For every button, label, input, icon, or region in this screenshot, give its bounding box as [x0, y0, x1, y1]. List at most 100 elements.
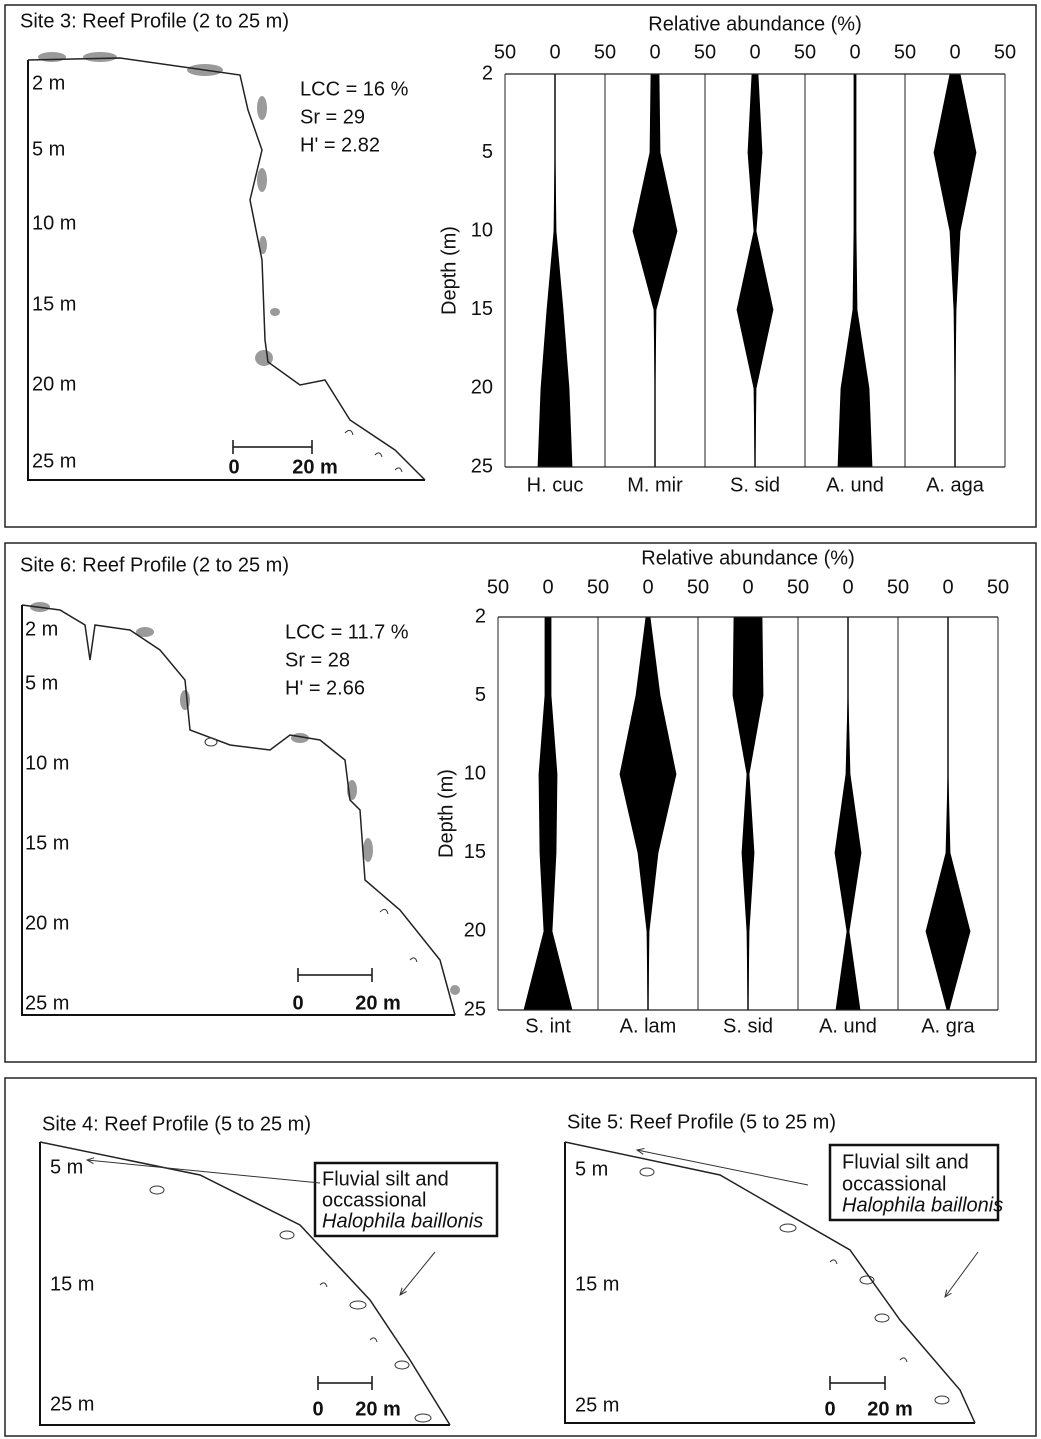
category-label: H. cuc	[527, 474, 584, 496]
x-tick-label: 0	[549, 41, 560, 63]
depth-label: 20 m	[25, 912, 69, 934]
x-tick-label: 50	[487, 576, 509, 598]
depth-label: 15 m	[50, 1273, 94, 1295]
x-tick-label: 50	[694, 41, 716, 63]
x-tick-label: 0	[849, 41, 860, 63]
kite	[732, 616, 764, 1011]
kite	[632, 73, 678, 467]
stat: H' = 2.66	[285, 677, 365, 699]
scale-label: 0	[292, 992, 303, 1014]
chart-title: Relative abundance (%)	[641, 547, 854, 569]
x-tick-label: 0	[942, 576, 953, 598]
category-label: S. sid	[723, 1015, 773, 1037]
depth-label: 2 m	[32, 72, 65, 94]
y-tick-label: 15	[464, 841, 486, 863]
y-tick-label: 20	[471, 377, 493, 399]
y-tick-label: 15	[471, 298, 493, 320]
x-tick-label: 0	[949, 41, 960, 63]
x-tick-label: 50	[894, 41, 916, 63]
site5-profile	[564, 1141, 1000, 1424]
note-line: Fluvial silt and	[322, 1168, 449, 1190]
x-tick-label: 50	[987, 576, 1009, 598]
stat: LCC = 16 %	[300, 78, 409, 100]
y-tick-label: 5	[475, 684, 486, 706]
x-tick-label: 0	[542, 576, 553, 598]
depth-label: 25 m	[25, 992, 69, 1014]
category-label: A. aga	[926, 474, 985, 496]
note-line: occassional	[842, 1173, 947, 1195]
site3-profile	[27, 52, 426, 481]
note-line: occassional	[322, 1189, 427, 1211]
depth-label: 5 m	[50, 1156, 83, 1178]
kite	[933, 73, 977, 467]
depth-label: 15 m	[575, 1273, 619, 1295]
x-tick-label: 50	[887, 576, 909, 598]
panel-frame	[4, 542, 1037, 1063]
x-tick-label: 50	[587, 576, 609, 598]
scale-label: 0	[228, 456, 239, 478]
x-tick-label: 50	[787, 576, 809, 598]
category-label: M. mir	[627, 474, 683, 496]
depth-label: 25 m	[32, 450, 76, 472]
x-tick-label: 0	[749, 41, 760, 63]
depth-label: 25 m	[50, 1393, 94, 1415]
depth-label: 5 m	[575, 1158, 608, 1180]
kite	[537, 74, 573, 468]
chart-title: Relative abundance (%)	[648, 13, 861, 35]
category-label: A. gra	[921, 1015, 975, 1037]
y-tick-label: 25	[464, 998, 486, 1020]
profile-title: Site 5: Reef Profile (5 to 25 m)	[567, 1111, 836, 1133]
profile-title: Site 3: Reef Profile (2 to 25 m)	[20, 10, 289, 32]
depth-label: 2 m	[25, 618, 58, 640]
note-line: Halophila baillonis	[842, 1194, 1003, 1216]
scale-label: 20 m	[292, 456, 338, 478]
x-tick-label: 0	[742, 576, 753, 598]
kite	[834, 617, 862, 1011]
depth-label: 15 m	[32, 293, 76, 315]
y-tick-label: 2	[475, 605, 486, 627]
category-label: S. int	[525, 1015, 571, 1037]
site4-profile	[39, 1141, 499, 1426]
site6-profile	[21, 602, 460, 1016]
x-tick-label: 50	[687, 576, 709, 598]
panel-frame	[4, 1077, 1037, 1437]
depth-label: 25 m	[575, 1394, 619, 1416]
y-tick-label: 25	[471, 455, 493, 477]
note-line: Halophila baillonis	[322, 1210, 483, 1232]
x-tick-label: 0	[842, 576, 853, 598]
stat: Sr = 28	[285, 649, 350, 671]
x-tick-label: 0	[649, 41, 660, 63]
stat: LCC = 11.7 %	[285, 621, 409, 643]
x-tick-label: 50	[994, 41, 1016, 63]
y-tick-label: 10	[471, 219, 493, 241]
profile-title: Site 4: Reef Profile (5 to 25 m)	[42, 1113, 311, 1135]
depth-label: 20 m	[32, 373, 76, 395]
x-tick-label: 0	[642, 576, 653, 598]
profile-title: Site 6: Reef Profile (2 to 25 m)	[20, 554, 289, 576]
scale-label: 20 m	[867, 1398, 913, 1420]
y-tick-label: 5	[482, 141, 493, 163]
depth-label: 10 m	[25, 752, 69, 774]
kite	[736, 73, 774, 468]
depth-label: 15 m	[25, 832, 69, 854]
depth-label: 10 m	[32, 212, 76, 234]
category-label: A. lam	[620, 1015, 677, 1037]
kite	[619, 616, 677, 1011]
stat: H' = 2.82	[300, 134, 380, 156]
depth-label: 5 m	[32, 138, 65, 160]
scale-label: 20 m	[355, 992, 401, 1014]
kite	[837, 73, 873, 468]
kite	[925, 617, 971, 1011]
y-tick-label: 2	[482, 62, 493, 84]
y-axis-label: Depth (m)	[438, 226, 460, 315]
category-label: S. sid	[730, 474, 780, 496]
scale-label: 0	[312, 1398, 323, 1420]
category-label: A. und	[819, 1015, 877, 1037]
note-line: Fluvial silt and	[842, 1151, 969, 1173]
depth-label: 5 m	[25, 672, 58, 694]
y-axis-label: Depth (m)	[435, 769, 457, 858]
x-tick-label: 50	[594, 41, 616, 63]
x-tick-label: 50	[794, 41, 816, 63]
x-tick-label: 50	[494, 41, 516, 63]
